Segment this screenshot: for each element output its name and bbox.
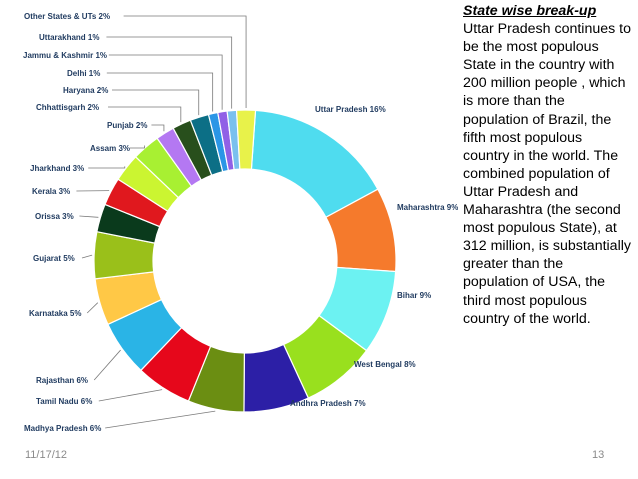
slice-label-rajasthan: Rajasthan 6% [36,376,88,385]
leader-line-gujarat [81,254,93,259]
description-panel: State wise break-up Uttar Pradesh contin… [463,2,631,328]
slice-label-orissa: Orissa 3% [35,212,74,221]
slice-label-andhra-pradesh: Andhra Pradesh 7% [290,399,366,408]
leader-line-jharkhand [88,166,126,169]
slice-label-uttarakhand: Uttarakhand 1% [39,33,99,42]
slice-label-gujarat: Gujarat 5% [33,254,75,263]
slice-label-west-bengal: West Bengal 8% [354,360,416,369]
leader-line-jammu-and-kashmir [108,54,223,110]
leader-line-madhya-pradesh [105,410,216,429]
donut-slices [93,109,397,413]
callout-leader-lines [76,15,247,429]
slice-label-punjab: Punjab 2% [107,121,147,130]
leader-line-rajasthan [93,349,121,381]
slice-label-haryana: Haryana 2% [63,86,108,95]
slice-label-maharashtra: Maharashtra 9% [397,203,458,212]
slice-label-other-states-and-uts: Other States & UTs 2% [24,12,110,21]
slice-labels: Uttar Pradesh 16% Maharashtra 9% Bihar 9% W… [23,12,458,433]
slice-label-assam: Assam 3% [90,144,130,153]
leader-line-haryana [112,89,200,116]
leader-line-other-states-and-uts [123,15,247,109]
slice-label-madhya-pradesh: Madhya Pradesh 6% [24,424,101,433]
leader-line-orissa [79,215,99,218]
state-population-donut-chart: Uttar Pradesh 16% Maharashtra 9% Bihar 9% W… [23,12,458,433]
slice-label-tamil-nadu: Tamil Nadu 6% [36,397,92,406]
slice-label-jharkhand: Jharkhand 3% [30,164,84,173]
slide-page-number: 13 [592,449,605,461]
leader-line-uttarakhand [106,36,233,109]
leader-line-karnataka [86,302,99,314]
slice-label-jammu-and-kashmir: Jammu & Kashmir 1% [23,51,107,60]
leader-line-chhattisgarh [108,106,182,123]
slide-date: 11/17/12 [25,449,68,461]
panel-body-text: Uttar Pradesh continues to be the most p… [463,21,631,327]
slice-label-delhi: Delhi 1% [67,69,100,78]
leader-line-assam [129,145,146,149]
slice-label-bihar: Bihar 9% [397,291,431,300]
slice-label-chhattisgarh: Chhattisgarh 2% [36,103,99,112]
slice-label-uttar-pradesh: Uttar Pradesh 16% [315,105,386,114]
leader-line-tamil-nadu [98,389,163,402]
slice-label-kerala: Kerala 3% [32,187,70,196]
leader-line-punjab [151,124,165,132]
slice-other-states-and-uts [235,109,257,170]
panel-title: State wise break-up [463,3,597,19]
slice-label-karnataka: Karnataka 5% [29,309,81,318]
leader-line-delhi [106,72,214,112]
